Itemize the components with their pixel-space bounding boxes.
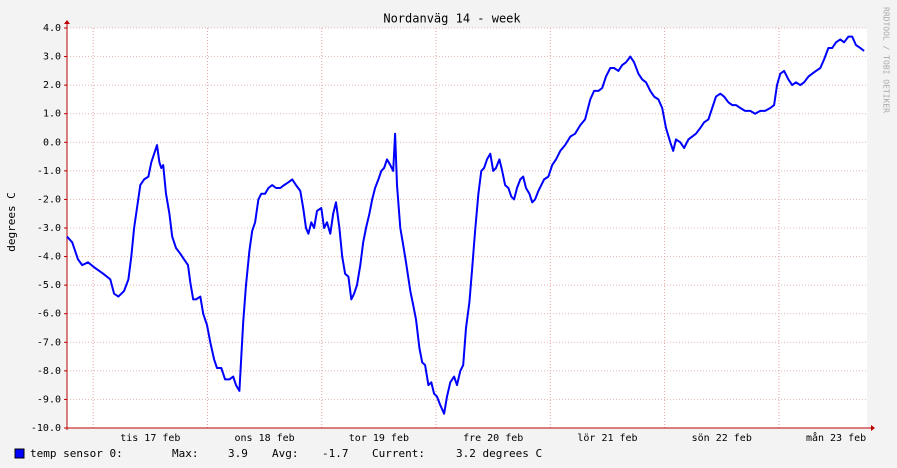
legend-stat-value: 3.9 [228,447,248,460]
y-tick-label: 1.0 [43,109,61,120]
x-tick-label: ons 18 feb [235,433,295,444]
y-tick-label: -2.0 [37,194,61,205]
marks [66,35,865,415]
legend-stat-value: -1.7 [322,447,349,460]
chart-title: Nordanväg 14 - week [383,12,521,26]
y-tick-label: -10.0 [31,423,61,434]
y-tick-label: -1.0 [37,166,61,177]
legend-label: temp sensor 0: [30,447,123,460]
x-axis-arrow [871,425,875,431]
x-tick-label: mån 23 feb [806,431,866,444]
legend-stat-value: 3.2 degrees C [456,447,542,460]
series-line [66,35,865,415]
y-axis-label: degrees C [5,192,18,252]
x-tick-label: fre 20 feb [463,433,523,444]
legend-stat-label: Current: [372,447,425,460]
y-tick-label: -4.0 [37,252,61,263]
x-tick-label: sön 22 feb [692,433,752,444]
y-tick-label: -8.0 [37,366,61,377]
x-tick-label: tor 19 feb [349,433,409,444]
grid: 4.0 3.0 2.0 1.0 0.0 -1.0 -2.0 -3.0 -4.0 -5.0 -6.0 -… [31,20,875,444]
y-tick-label: 3.0 [43,52,61,63]
y-tick-label: -3.0 [37,223,61,234]
y-tick-label: 2.0 [43,80,61,91]
y-tick-label: 4.0 [43,23,61,34]
watermark: RRDTOOL / TOBI OETIKER [882,7,891,113]
y-tick-label: -9.0 [37,394,61,405]
y-tick-label: 0.0 [43,137,61,148]
x-tick-label: tis 17 feb [120,433,180,444]
y-tick-label: -7.0 [37,337,61,348]
legend-stat-label: Max: [172,447,199,460]
y-tick-label: -5.0 [37,280,61,291]
legend-swatch [14,448,25,459]
y-tick-label: -6.0 [37,309,61,320]
legend: temp sensor 0: Max: 3.9 Avg: -1.7 Current: 3.2… [14,447,542,460]
y-axis-arrow [64,20,70,24]
legend-stat-label: Avg: [272,447,299,460]
x-tick-label: lör 21 feb [577,433,637,444]
